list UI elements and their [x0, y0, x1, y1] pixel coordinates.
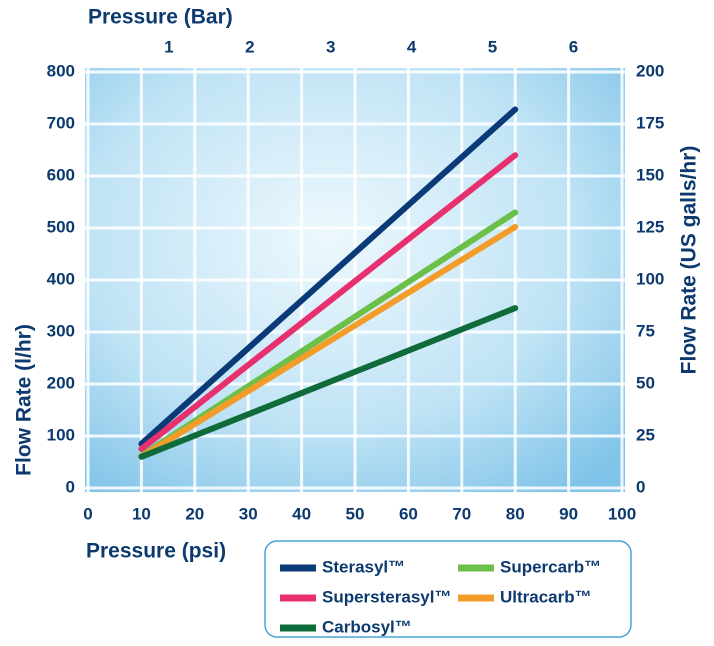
- x2-title: Pressure (Bar): [88, 6, 233, 29]
- x-tick-label: 30: [239, 504, 258, 523]
- x-title: Pressure (psi): [86, 540, 226, 563]
- legend-label: Supersterasyl™: [322, 587, 451, 606]
- y-tick-label: 200: [47, 373, 75, 392]
- y-tick-label: 800: [47, 61, 75, 80]
- y2-title: Flow Rate (US galls/hr): [678, 146, 701, 375]
- y2-tick-label: 0: [636, 477, 645, 496]
- series-line: [138, 305, 519, 460]
- legend-label: Carbosyl™: [322, 617, 412, 636]
- series-line: [138, 223, 519, 460]
- x2-tick-label: 1: [164, 37, 173, 56]
- series-line: [138, 106, 519, 447]
- x-tick-label: 90: [559, 504, 578, 523]
- x-tick-label: 60: [399, 504, 418, 523]
- y2-tick-label: 125: [636, 217, 664, 236]
- x-tick-label: 80: [506, 504, 525, 523]
- y-tick-label: 100: [47, 425, 75, 444]
- legend-label: Ultracarb™: [500, 587, 592, 606]
- x-tick-label: 20: [185, 504, 204, 523]
- y-tick-label: 700: [47, 113, 75, 132]
- y-tick-label: 300: [47, 321, 75, 340]
- x2-tick-label: 4: [407, 37, 417, 56]
- y2-tick-label: 50: [636, 373, 655, 392]
- y-tick-label: 400: [47, 269, 75, 288]
- x-tick-label: 70: [452, 504, 471, 523]
- legend-label: Supercarb™: [500, 557, 601, 576]
- y2-tick-label: 100: [636, 269, 664, 288]
- x-tick-label: 50: [346, 504, 365, 523]
- legend-label: Sterasyl™: [322, 557, 405, 576]
- y2-tick-label: 150: [636, 165, 664, 184]
- x2-tick-label: 5: [488, 37, 497, 56]
- x-tick-label: 10: [132, 504, 151, 523]
- x2-tick-label: 2: [245, 37, 254, 56]
- x-tick-label: 100: [608, 504, 636, 523]
- y-title: Flow Rate (l/hr): [13, 324, 36, 476]
- y2-tick-label: 25: [636, 425, 655, 444]
- y-tick-label: 0: [66, 477, 75, 496]
- y2-tick-label: 75: [636, 321, 655, 340]
- y-tick-label: 500: [47, 217, 75, 236]
- x-tick-label: 40: [292, 504, 311, 523]
- y2-tick-label: 200: [636, 61, 664, 80]
- x-tick-label: 0: [83, 504, 92, 523]
- y2-tick-label: 175: [636, 113, 664, 132]
- legend-box: [264, 540, 632, 638]
- series-line: [138, 152, 519, 452]
- x2-tick-label: 3: [326, 37, 335, 56]
- y-tick-label: 600: [47, 165, 75, 184]
- x2-tick-label: 6: [569, 37, 578, 56]
